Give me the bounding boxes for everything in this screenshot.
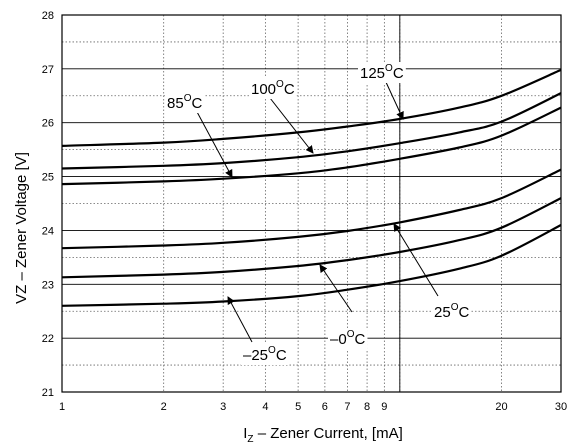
annotation-label: –0OC: [330, 329, 365, 348]
y-axis-label: VZ – Zener Voltage [V]: [13, 152, 30, 304]
annotation-arrow: [269, 97, 314, 154]
y-tick-label: 25: [42, 172, 54, 184]
annotation-label-bg: [249, 78, 297, 99]
y-tick-label: 26: [42, 118, 54, 130]
x-tick-label: 9: [381, 401, 387, 413]
annotations: 125OC 100OC 85OC 25OC –0OC –25OC: [165, 62, 472, 365]
x-tick-label: 1: [59, 401, 65, 413]
annotation-label-bg: [432, 301, 472, 322]
annotation-label: 100OC: [251, 79, 295, 98]
annotation-arrow: [227, 296, 253, 343]
x-tick-label: 2: [161, 401, 167, 413]
annotation-arrow: [393, 223, 439, 297]
y-tick-label: 24: [42, 225, 54, 237]
x-tick-label: 4: [262, 401, 268, 413]
y-tick-label: 23: [42, 279, 54, 291]
annotation-arrow: [319, 264, 353, 313]
annotation-label-bg: [358, 62, 406, 83]
y-tick-label: 21: [42, 387, 54, 399]
plot-frame: [61, 14, 562, 393]
annotation-label: 125OC: [360, 63, 404, 82]
series-line: [61, 224, 562, 307]
y-tick-label: 28: [42, 10, 54, 22]
x-tick-label: 6: [322, 401, 328, 413]
x-axis-label-sub: Z: [247, 434, 253, 445]
x-tick-label: 8: [364, 401, 370, 413]
y-tick-label: 27: [42, 64, 54, 76]
x-axis-label-rest: – Zener Current, [mA]: [254, 425, 403, 442]
series-line: [61, 92, 562, 170]
annotation-arrow: [195, 109, 233, 178]
curves: [61, 68, 562, 307]
annotation-label-bg: [241, 344, 289, 365]
series-line: [61, 168, 562, 250]
y-tick-label: 22: [42, 333, 54, 345]
annotation-arrow: [384, 79, 404, 120]
annotation-label-bg: [328, 328, 368, 349]
x-tick-label: 3: [220, 401, 226, 413]
series-line: [61, 197, 562, 279]
x-tick-label: 7: [344, 401, 350, 413]
series-line: [61, 106, 562, 186]
x-axis-label-main: I: [243, 425, 247, 442]
annotation-label: –25OC: [243, 345, 287, 364]
x-tick-label: 20: [495, 401, 507, 413]
x-tick-label: 5: [295, 401, 301, 413]
annotation-label: 25OC: [434, 302, 469, 321]
x-tick-label: 30: [555, 401, 567, 413]
series-line: [61, 68, 562, 147]
annotation-label-bg: [165, 92, 205, 113]
x-axis-label: IZ – Zener Current, [mA]: [243, 425, 403, 445]
annotation-label: 85OC: [167, 93, 202, 112]
